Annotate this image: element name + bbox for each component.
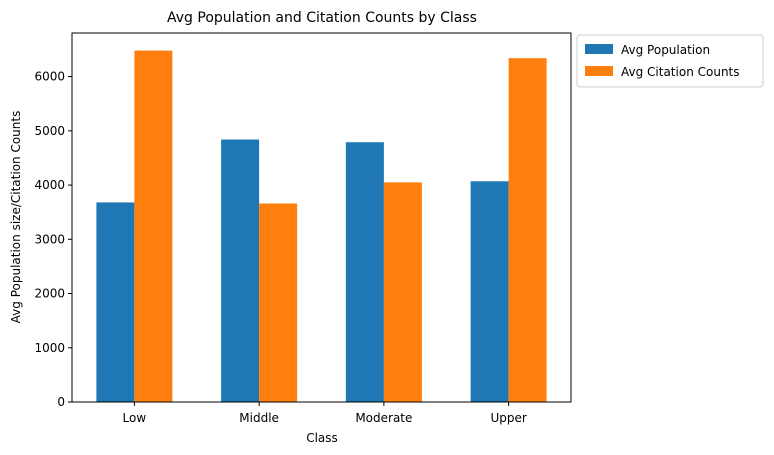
y-tick-label: 2000 (34, 287, 65, 301)
bar-avg-population-middle (221, 139, 260, 402)
bar-avg-citation-counts-upper (508, 58, 547, 402)
bar-avg-population-moderate (345, 142, 384, 403)
bar-avg-population-low (96, 202, 135, 402)
bars-group (96, 50, 547, 403)
x-axis: Low Middle Moderate Upper (123, 402, 527, 425)
x-tick-label-middle: Middle (239, 411, 279, 425)
x-tick-label-upper: Upper (490, 411, 526, 425)
bar-avg-citation-counts-low (134, 50, 173, 402)
x-tick-label-low: Low (123, 411, 147, 425)
plot-frame (71, 32, 572, 403)
legend: Avg Population Avg Citation Counts (576, 34, 764, 88)
y-axis-label: Avg Population size/Citation Counts (9, 111, 23, 324)
y-tick-label: 0 (57, 395, 65, 409)
bar-avg-citation-counts-middle (259, 203, 298, 402)
y-tick-label: 5000 (34, 124, 65, 138)
bar-avg-population-upper (470, 181, 509, 402)
legend-label-avg-citation-counts: Avg Citation Counts (621, 65, 740, 79)
y-axis: 0 1000 2000 3000 4000 5000 6000 (34, 70, 72, 409)
y-tick-label: 3000 (34, 232, 65, 246)
bar-avg-citation-counts-moderate (383, 182, 422, 402)
chart-title: Avg Population and Citation Counts by Cl… (167, 10, 477, 26)
y-tick-label: 1000 (34, 341, 65, 355)
x-tick-label-moderate: Moderate (355, 411, 412, 425)
legend-swatch-avg-population (585, 44, 613, 54)
x-axis-label: Class (306, 431, 338, 445)
legend-swatch-avg-citation-counts (585, 66, 613, 76)
legend-frame (576, 34, 764, 88)
legend-label-avg-population: Avg Population (621, 43, 710, 57)
y-tick-label: 6000 (34, 70, 65, 84)
y-tick-label: 4000 (34, 178, 65, 192)
